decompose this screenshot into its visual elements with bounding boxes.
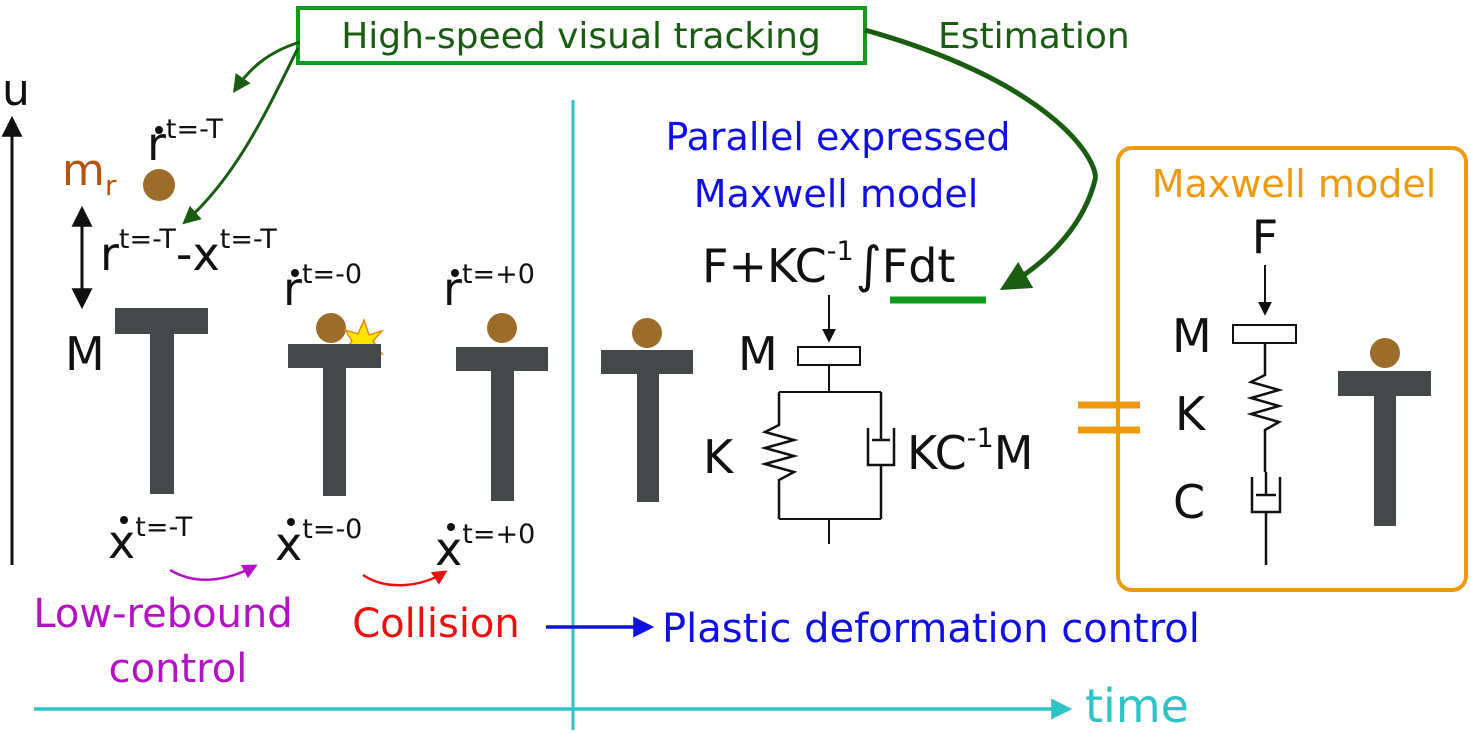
ball-collision [316,313,346,343]
time-axis-label: time [1085,679,1189,733]
collision-label: Collision [352,601,520,647]
r-plus0-velocity: rt=+0 [443,259,535,316]
low-rebound-arrow [169,564,258,581]
collision-arrow [362,570,448,587]
platform-collision [288,344,381,496]
maxwell-C-label: C [1173,475,1205,529]
mass-r-label: mr [62,145,117,202]
u-axis-label: u [2,65,30,116]
low-rebound-label-line1: Low-rebound [33,591,292,637]
x-plus0-velocity: xt=+0 [435,519,535,576]
low-rebound-label-line2: control [109,646,248,692]
maxwell-K-label: K [1175,387,1207,441]
parallel-damper-label: KC-1M [907,423,1033,480]
dot-x-minus0 [287,518,295,526]
maxwell-spring [1246,343,1284,472]
ball-maxwell [1370,338,1400,368]
r-minus0-velocity: rt=-0 [283,259,362,316]
maxwell-damper [1250,472,1282,565]
tracking-arrow-to-r-prev [232,40,301,93]
dot-r-plus0 [451,269,459,277]
parallel-title-line2: Maxwell model [694,172,979,216]
platform-before [115,308,208,494]
ball-after [487,313,517,343]
parallel-force-expression: F+KC-1∫Fdt [702,236,955,294]
equivalence-sign [1078,401,1140,434]
parallel-K-label: K [703,430,735,484]
ball-plastic [632,318,662,348]
parallel-title-line1: Parallel expressed [665,115,1010,159]
maxwell-box [1116,146,1468,592]
maxwell-mass-block [1232,324,1297,344]
platform-mass-label: M [65,327,105,381]
maxwell-M-label: M [1172,309,1212,363]
dot-x-plus0 [447,523,455,531]
tracking-arrow-to-diff [182,47,300,225]
dot-r-prev [155,126,163,134]
r-prev-velocity: rt=-T [147,114,223,171]
tracking-label: High-speed visual tracking [341,16,821,57]
x-prev-velocity: xt=-T [108,512,193,569]
dot-r-minus0 [291,269,299,277]
maxwell-title: Maxwell model [1152,162,1437,206]
dot-x-prev [120,516,128,524]
gap-expression: rt=-T-xt=-T [100,224,277,281]
platform-plastic [601,350,693,502]
x-minus0-velocity: xt=-0 [275,514,362,571]
platform-maxwell [1338,371,1431,526]
parallel-spring [760,392,799,519]
tracking-box [296,6,867,65]
estimation-label: Estimation [938,16,1130,57]
maxwell-F-label: F [1252,210,1278,264]
plastic-deformation-label: Plastic deformation control [662,606,1200,652]
ball-before [143,169,175,201]
platform-after [456,347,548,501]
parallel-M-label: M [738,327,778,381]
parallel-damper [866,392,896,519]
parallel-mass-block [797,346,861,366]
estimation-arrow [864,27,1098,291]
